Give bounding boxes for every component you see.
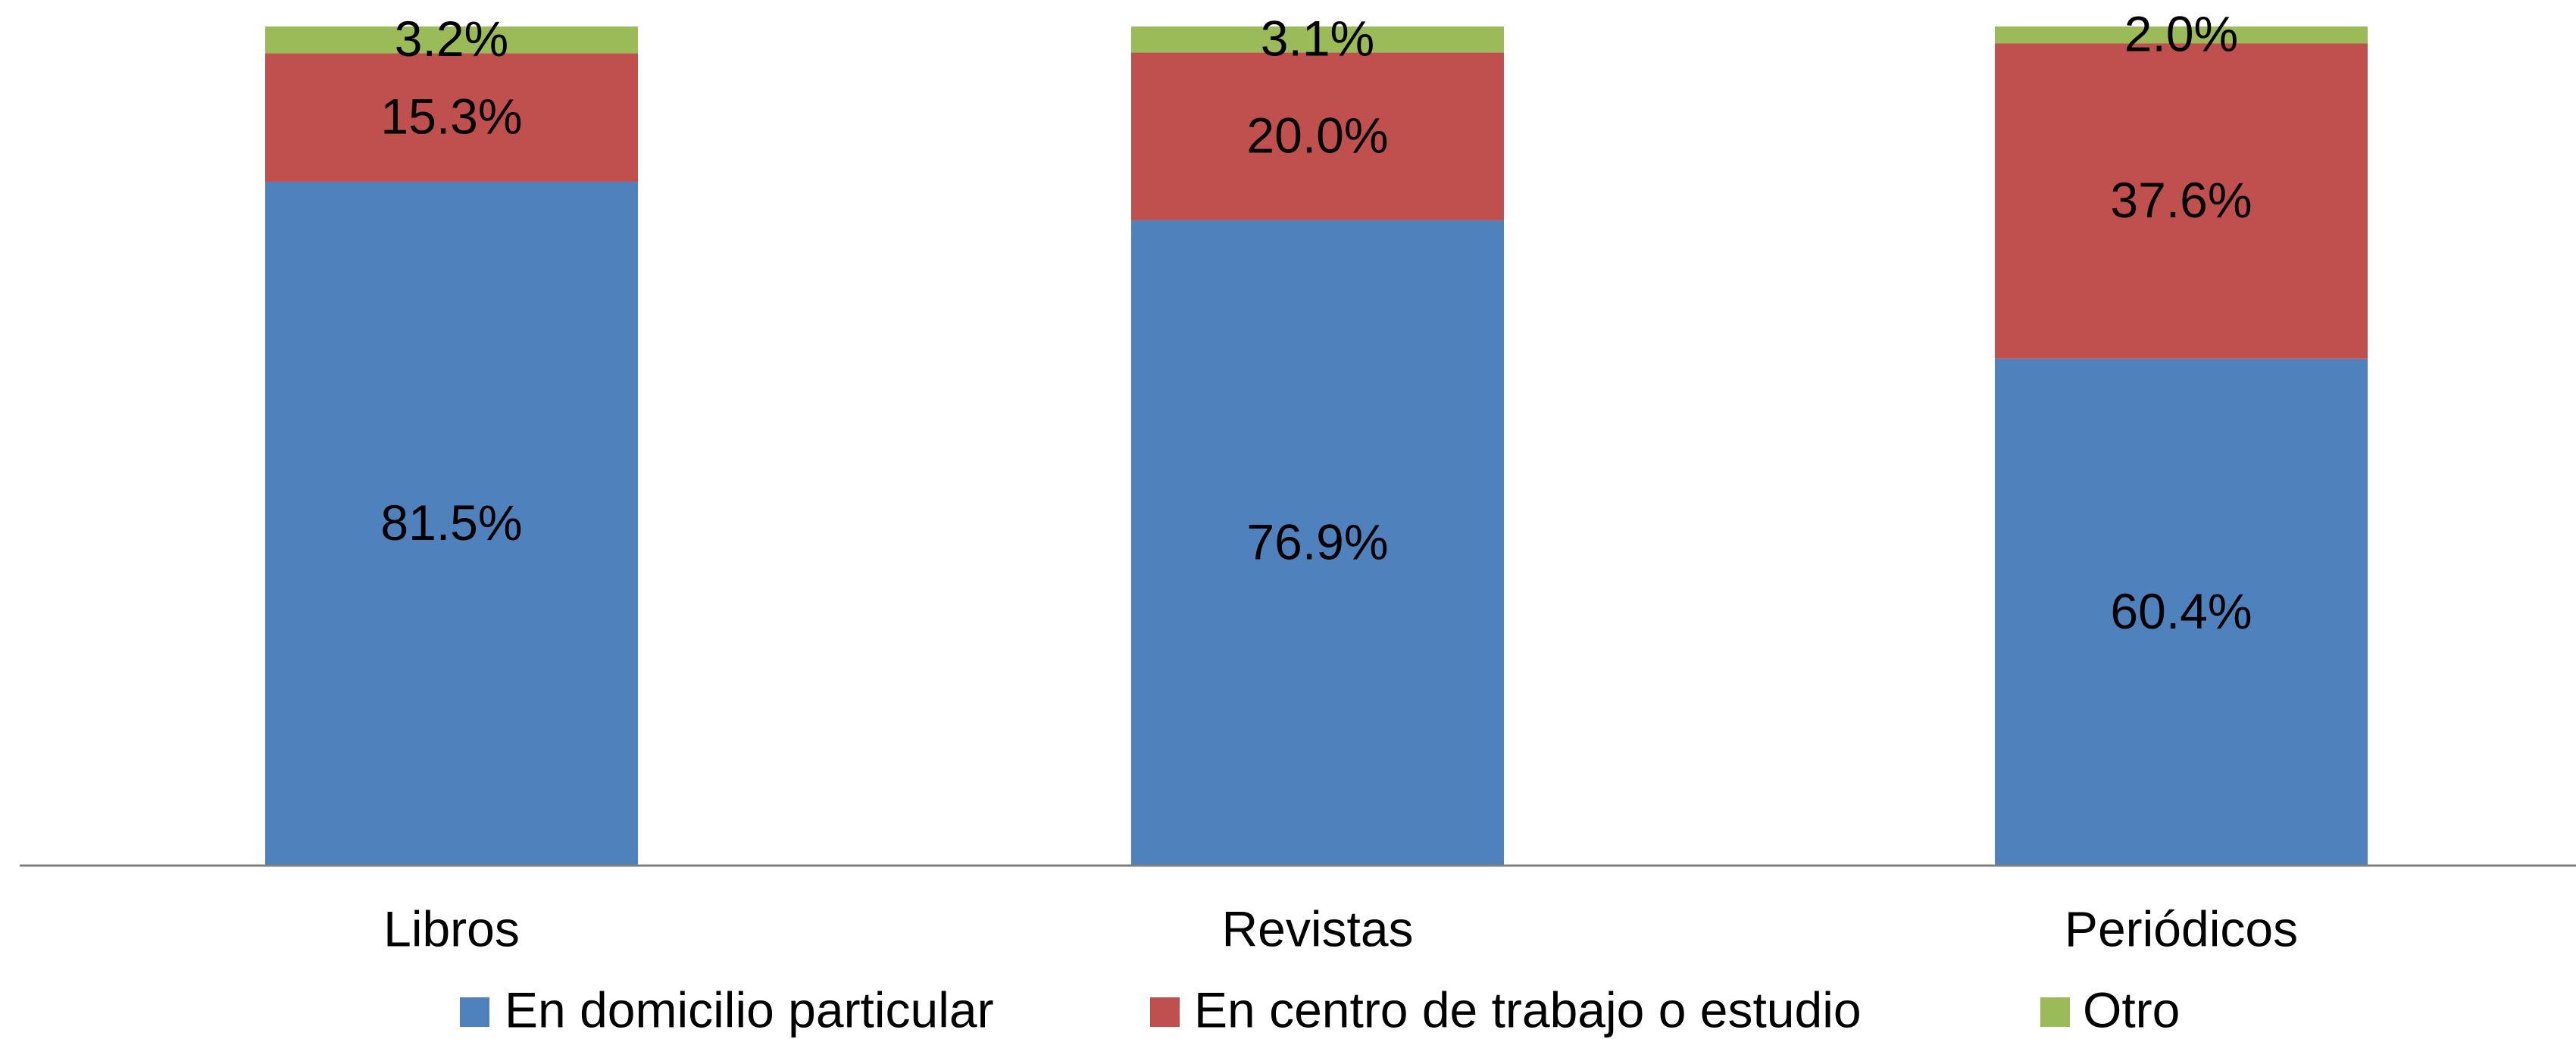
- legend-swatch: [2040, 997, 2070, 1027]
- legend-swatch: [1150, 997, 1180, 1027]
- x-tick-label: Periódicos: [2065, 900, 2298, 956]
- data-label: 76.9%: [1246, 513, 1388, 569]
- bar-segment: [1131, 27, 1504, 53]
- bar-segment: [1131, 220, 1504, 866]
- bar-segment: [1995, 27, 2368, 44]
- legend-label: En domicilio particular: [505, 981, 994, 1037]
- data-label: 3.1%: [1261, 11, 1374, 67]
- legend-label: En centro de trabajo o estudio: [1194, 981, 1862, 1037]
- bar-segment: [265, 27, 638, 54]
- legend-swatch: [460, 997, 489, 1027]
- x-tick-label: Libros: [383, 900, 520, 956]
- data-label: 81.5%: [380, 495, 522, 551]
- legend-label: Otro: [2083, 981, 2180, 1037]
- data-label: 3.2%: [395, 11, 508, 67]
- bar-segment: [1995, 43, 2368, 359]
- data-label: 2.0%: [2124, 6, 2238, 62]
- bar-segment: [1131, 52, 1504, 220]
- data-label: 60.4%: [2110, 583, 2252, 639]
- data-label: 15.3%: [380, 89, 522, 145]
- bar-segment: [1995, 358, 2368, 866]
- data-label: 37.6%: [2110, 172, 2252, 228]
- bar-segment: [265, 181, 638, 866]
- bar-segment: [265, 53, 638, 182]
- x-tick-label: Revistas: [1221, 900, 1413, 956]
- data-label: 20.0%: [1246, 108, 1388, 164]
